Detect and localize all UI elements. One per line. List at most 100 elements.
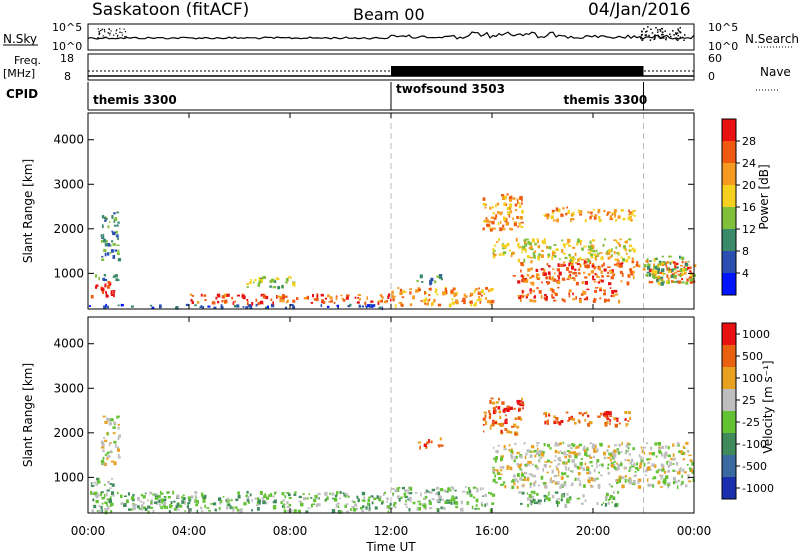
colorbar-tick-label: 25 bbox=[742, 394, 756, 407]
range-cell bbox=[109, 244, 112, 247]
range-cell bbox=[234, 300, 236, 303]
range-cell bbox=[557, 275, 559, 278]
range-cell bbox=[611, 213, 614, 216]
range-cell bbox=[501, 194, 505, 197]
range-cell bbox=[232, 301, 235, 305]
range-cell bbox=[506, 430, 510, 434]
range-cell bbox=[530, 248, 534, 251]
range-cell bbox=[493, 217, 497, 220]
range-cell bbox=[644, 474, 647, 477]
cpid-segment-label: twofsound 3503 bbox=[396, 82, 505, 96]
range-cell bbox=[516, 463, 520, 466]
range-cell bbox=[530, 281, 533, 285]
range-cell bbox=[507, 211, 511, 215]
range-cell bbox=[512, 217, 514, 221]
range-cell bbox=[509, 227, 512, 230]
range-cell bbox=[690, 273, 693, 277]
range-cell bbox=[390, 507, 393, 510]
range-cell bbox=[584, 281, 588, 285]
range-cell bbox=[471, 505, 474, 510]
range-cell bbox=[664, 452, 668, 457]
range-cell bbox=[613, 239, 616, 241]
range-cell bbox=[137, 496, 140, 501]
range-cell bbox=[583, 484, 586, 488]
nsky-dot bbox=[98, 33, 100, 36]
range-cell bbox=[488, 410, 491, 414]
range-cell bbox=[492, 248, 495, 252]
range-cell bbox=[433, 299, 436, 303]
range-cell bbox=[336, 492, 338, 496]
range-cell bbox=[366, 304, 370, 307]
range-cell bbox=[482, 417, 486, 421]
nsky-dot bbox=[104, 31, 106, 33]
range-cell bbox=[117, 456, 121, 459]
range-cell bbox=[672, 453, 675, 457]
nsky-dot bbox=[97, 28, 99, 30]
range-cell bbox=[311, 503, 316, 505]
range-cell bbox=[318, 497, 320, 500]
range-cell bbox=[587, 479, 591, 483]
range-cell bbox=[294, 491, 297, 494]
range-cell bbox=[552, 278, 557, 282]
range-cell bbox=[562, 264, 565, 267]
range-cell bbox=[262, 276, 264, 280]
range-cell bbox=[259, 279, 263, 283]
range-cell bbox=[553, 415, 556, 419]
range-cell bbox=[381, 306, 384, 311]
range-cell bbox=[262, 500, 266, 505]
range-cell bbox=[229, 505, 232, 510]
range-cell bbox=[585, 411, 588, 415]
range-cell bbox=[492, 419, 495, 423]
range-cell bbox=[531, 281, 535, 286]
range-cell bbox=[274, 280, 277, 283]
range-cell bbox=[613, 209, 617, 213]
range-cell bbox=[677, 273, 681, 276]
range-cell bbox=[549, 461, 553, 464]
range-cell bbox=[534, 294, 536, 298]
range-cell bbox=[421, 281, 424, 283]
range-cell bbox=[554, 491, 559, 494]
range-cell bbox=[546, 281, 549, 285]
nsky-dot bbox=[116, 36, 119, 38]
range-cell bbox=[491, 220, 495, 225]
range-cell bbox=[107, 418, 111, 422]
range-cell bbox=[618, 299, 621, 304]
range-cell bbox=[589, 421, 593, 425]
range-cell bbox=[436, 508, 438, 511]
range-cell bbox=[105, 294, 108, 298]
range-cell bbox=[190, 495, 194, 499]
range-cell bbox=[258, 277, 261, 281]
nsky-dot bbox=[643, 27, 645, 30]
range-cell bbox=[431, 498, 435, 501]
range-cell bbox=[556, 218, 560, 223]
range-cell bbox=[522, 275, 525, 279]
range-cell bbox=[648, 273, 652, 277]
range-cell bbox=[539, 499, 542, 502]
range-cell bbox=[559, 450, 562, 453]
range-cell bbox=[556, 498, 560, 500]
range-cell bbox=[479, 292, 482, 294]
range-cell bbox=[657, 263, 660, 267]
range-cell bbox=[561, 298, 564, 301]
range-cell bbox=[577, 268, 581, 271]
range-cell bbox=[521, 397, 523, 401]
range-cell bbox=[563, 299, 566, 303]
range-cell bbox=[183, 501, 186, 505]
range-cell bbox=[613, 453, 617, 458]
range-cell bbox=[584, 499, 587, 503]
range-cell bbox=[281, 296, 285, 300]
range-cell bbox=[463, 300, 466, 305]
range-cell bbox=[573, 278, 576, 282]
range-cell bbox=[688, 480, 691, 483]
range-cell bbox=[450, 502, 453, 505]
range-cell bbox=[519, 298, 522, 302]
nsky-dot bbox=[675, 33, 678, 35]
range-cell bbox=[578, 412, 582, 415]
range-cell bbox=[687, 450, 690, 453]
range-cell bbox=[109, 487, 112, 489]
range-cell bbox=[462, 490, 466, 493]
range-cell bbox=[624, 458, 627, 461]
range-cell bbox=[418, 288, 421, 291]
range-cell bbox=[475, 504, 478, 508]
range-cell bbox=[340, 294, 343, 297]
